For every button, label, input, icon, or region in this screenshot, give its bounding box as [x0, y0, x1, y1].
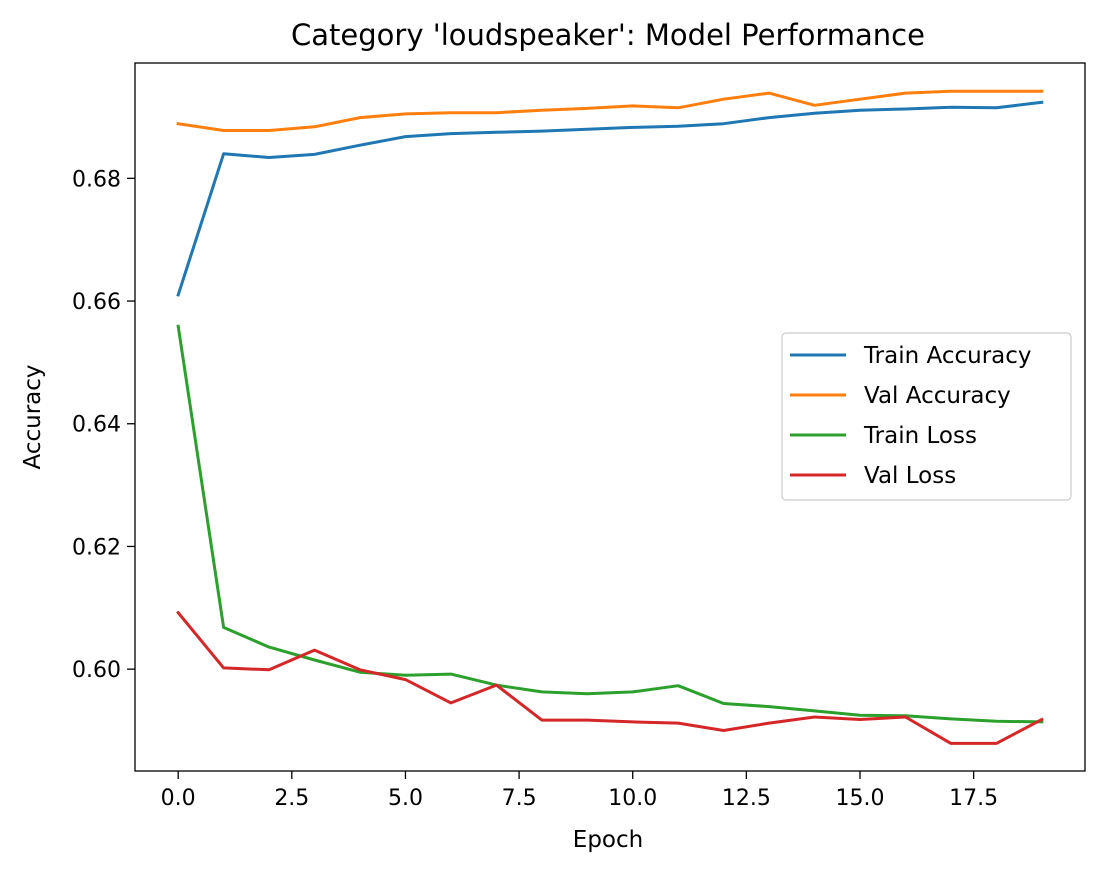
legend-box	[781, 332, 1072, 501]
x-tick-label: 2.5	[274, 786, 309, 811]
y-axis-label: Accuracy	[20, 364, 46, 469]
y-tick-label: 0.66	[72, 290, 121, 315]
legend-label-1: Val Accuracy	[864, 383, 1011, 409]
legend-label-2: Train Loss	[863, 423, 977, 449]
x-tick-label: 5.0	[388, 786, 423, 811]
plot-frame	[134, 62, 1086, 772]
x-tick-label: 0.0	[161, 786, 196, 811]
y-tick-label: 0.62	[72, 535, 121, 560]
x-tick-label: 7.5	[502, 786, 537, 811]
y-tick-label: 0.64	[72, 413, 121, 438]
legend-label-0: Train Accuracy	[863, 343, 1032, 369]
x-axis-label: Epoch	[573, 827, 643, 853]
chart-title: Category 'loudspeaker': Model Performanc…	[291, 18, 925, 52]
series-line-3	[176, 610, 1044, 745]
legend: Train Accuracy Val Accuracy Train Loss Val …	[781, 332, 1072, 501]
y-axis-ticks: 0.60 0.62 0.64 0.66 0.68	[72, 167, 135, 683]
series-line-0	[176, 100, 1044, 297]
x-axis-ticks: 0.0 2.5 5.0 7.5 10.0 12.5 15.0 17.5	[161, 771, 998, 811]
x-tick-label: 15.0	[836, 786, 885, 811]
x-tick-label: 10.0	[608, 786, 657, 811]
series-lines	[176, 89, 1044, 745]
x-tick-label: 12.5	[722, 786, 771, 811]
y-tick-label: 0.68	[72, 167, 121, 192]
x-tick-label: 17.5	[949, 786, 998, 811]
legend-label-3: Val Loss	[864, 463, 956, 489]
series-line-1	[176, 89, 1044, 132]
y-tick-label: 0.60	[72, 658, 121, 683]
series-line-2	[176, 324, 1044, 724]
